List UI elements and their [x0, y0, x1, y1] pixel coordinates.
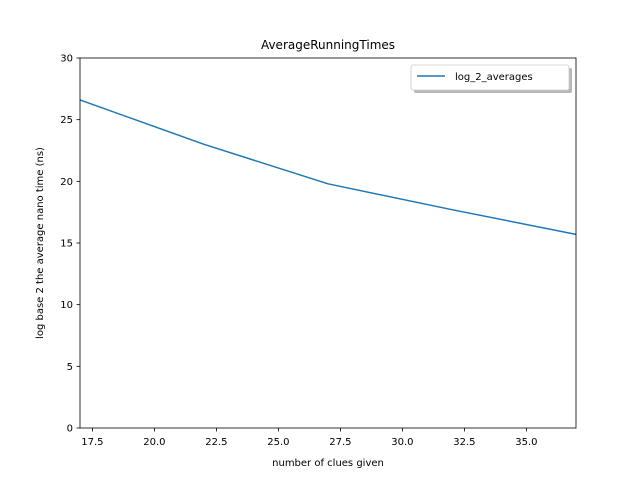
x-tick-label: 17.5 — [81, 437, 103, 448]
x-tick-label: 30.0 — [391, 437, 413, 448]
x-axis-ticks: 17.5 20.0 22.5 25.0 27.5 30.0 32.5 35.0 — [81, 428, 538, 448]
legend-box — [410, 64, 570, 91]
x-tick-label: 20.0 — [143, 437, 165, 448]
y-tick-label: 10 — [60, 300, 73, 311]
x-tick-label: 25.0 — [267, 437, 289, 448]
y-axis-ticks: 0 5 10 15 20 25 30 — [60, 54, 80, 435]
x-tick-label: 35.0 — [515, 437, 537, 448]
y-tick-label: 0 — [67, 424, 73, 435]
series-line-log-2-averages — [79, 99, 577, 236]
y-axis-label: log base 2 the average nano time (ns) — [35, 147, 46, 339]
x-tick-label: 32.5 — [453, 437, 475, 448]
x-tick-label: 27.5 — [329, 437, 351, 448]
x-axis-label: number of clues given — [272, 458, 384, 469]
y-tick-label: 15 — [60, 239, 73, 250]
x-tick-label: 22.5 — [205, 437, 227, 448]
legend-label-log-2-averages: log_2_averages — [455, 72, 533, 83]
chart-title: AverageRunningTimes — [261, 38, 395, 52]
plot-lines — [79, 99, 577, 236]
legend: log_2_averages — [410, 64, 572, 93]
y-tick-label: 5 — [67, 362, 73, 373]
y-tick-label: 25 — [60, 115, 73, 126]
y-tick-label: 20 — [60, 177, 73, 188]
y-tick-label: 30 — [60, 54, 73, 65]
plot-area-frame — [79, 57, 577, 429]
